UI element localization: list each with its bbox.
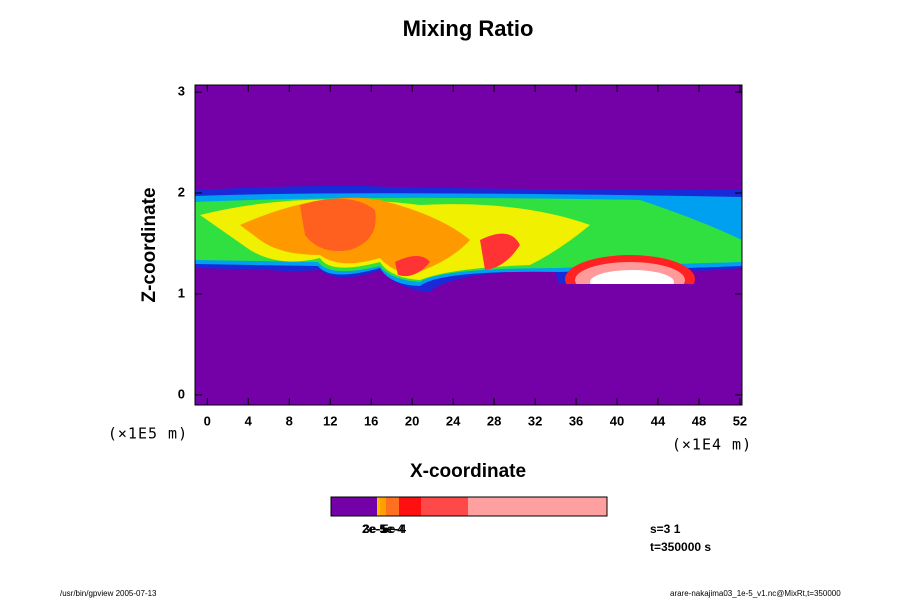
- colorbar-label: 3e-5: [363, 522, 387, 536]
- x-tick-label: 40: [610, 413, 624, 428]
- colorbar-label: 5e-4: [382, 522, 406, 536]
- y-tick-label: 0: [178, 386, 185, 401]
- x-tick-label: 48: [692, 413, 706, 428]
- y-tick-label: 1: [178, 285, 185, 300]
- x-tick-label: 16: [364, 413, 378, 428]
- x-tick-label: 20: [405, 413, 419, 428]
- x-tick-label: 8: [286, 413, 293, 428]
- y-axis-title: Z-coordinate: [139, 187, 160, 302]
- x-tick-label: 12: [323, 413, 337, 428]
- chart-title: Mixing Ratio: [403, 16, 534, 41]
- x-tick-label: 44: [651, 413, 666, 428]
- colorbar-label: 2e-5: [362, 522, 386, 536]
- info-text: t=350000 s: [650, 540, 711, 554]
- x-tick-label: 28: [487, 413, 501, 428]
- plot-frame: [194, 84, 743, 406]
- x-tick-label: 32: [528, 413, 542, 428]
- colorbar: [330, 496, 608, 517]
- x-tick-label: 24: [446, 413, 461, 428]
- footer-right: arare-nakajima03_1e-5_v1.nc@MixRt,t=3500…: [670, 589, 841, 598]
- colorbar-label: 1e-4: [380, 522, 404, 536]
- footer-left: /usr/bin/gpview 2005-07-13: [60, 589, 157, 598]
- y-tick-label: 3: [178, 84, 185, 99]
- x-multiplier: (×1E4 m): [672, 436, 752, 454]
- x-tick-label: 36: [569, 413, 583, 428]
- x-tick-label: 52: [733, 413, 747, 428]
- x-axis-title: X-coordinate: [410, 461, 526, 482]
- info-text: s=3 1: [650, 522, 681, 536]
- x-tick-label: 0: [204, 413, 211, 428]
- y-multiplier: (×1E5 m): [108, 425, 188, 443]
- x-tick-label: 4: [245, 413, 253, 428]
- contour-field: [195, 85, 742, 405]
- y-tick-label: 2: [178, 184, 185, 199]
